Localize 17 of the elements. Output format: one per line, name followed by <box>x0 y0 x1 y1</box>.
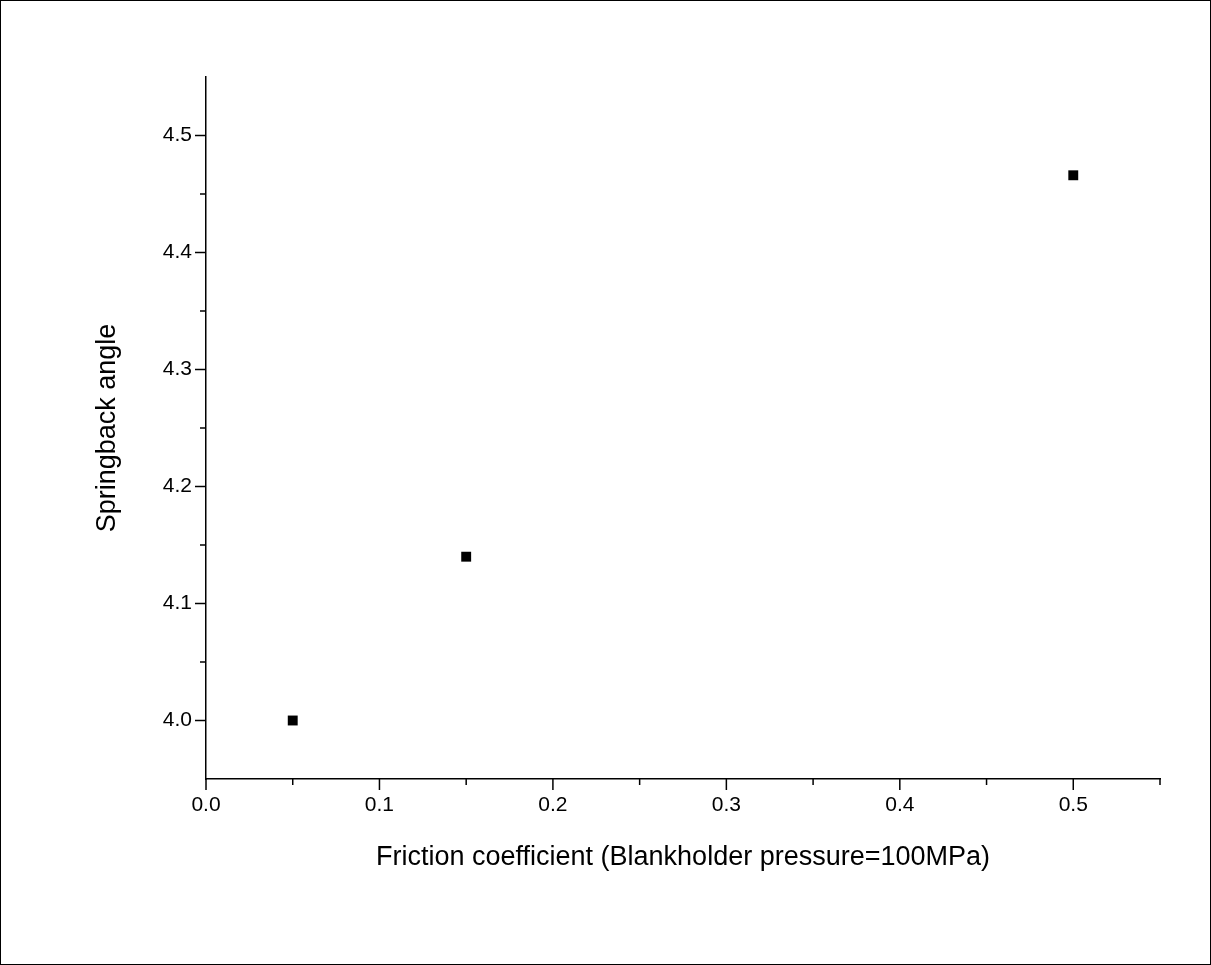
point <box>287 715 298 726</box>
x-tick-label: 0.2 <box>538 792 568 816</box>
y-axis-title: Springback angle <box>90 323 121 533</box>
y-tick-label: 4.5 <box>162 122 192 146</box>
x-tick-label: 0.0 <box>191 792 221 816</box>
x-tick-label: 0.5 <box>1058 792 1088 816</box>
y-tick-label: 4.2 <box>162 473 192 497</box>
x-tick-label: 0.3 <box>711 792 741 816</box>
y-tick-label: 4.4 <box>162 239 193 263</box>
x-tick-label: 0.1 <box>364 792 395 816</box>
x-tick-label: 0.4 <box>885 792 915 816</box>
y-tick-label: 4.3 <box>162 356 192 380</box>
point <box>1068 170 1079 181</box>
point <box>461 551 472 562</box>
x-axis-title: Friction coefficient (Blankholder pressure=100MPa) <box>375 841 991 872</box>
y-tick-label: 4.0 <box>162 707 192 731</box>
y-tick-label: 4.1 <box>162 590 192 614</box>
